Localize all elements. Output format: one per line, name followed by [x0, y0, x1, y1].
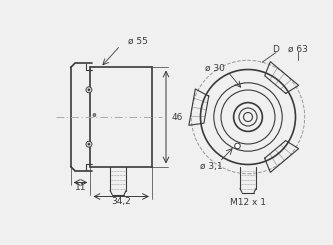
Circle shape — [235, 143, 240, 149]
Text: 46: 46 — [172, 112, 183, 122]
Text: 34,2: 34,2 — [111, 197, 131, 206]
Circle shape — [93, 113, 96, 117]
Circle shape — [88, 143, 90, 146]
Circle shape — [86, 141, 92, 147]
Text: ø 63: ø 63 — [288, 45, 308, 54]
Circle shape — [86, 87, 92, 93]
Text: 11: 11 — [75, 183, 86, 192]
Text: ø 30: ø 30 — [205, 63, 225, 73]
Text: ø 3,1: ø 3,1 — [200, 162, 223, 171]
Text: ø 55: ø 55 — [128, 37, 148, 46]
Text: M12 x 1: M12 x 1 — [230, 198, 266, 207]
Circle shape — [88, 89, 90, 91]
Text: D: D — [273, 45, 279, 54]
